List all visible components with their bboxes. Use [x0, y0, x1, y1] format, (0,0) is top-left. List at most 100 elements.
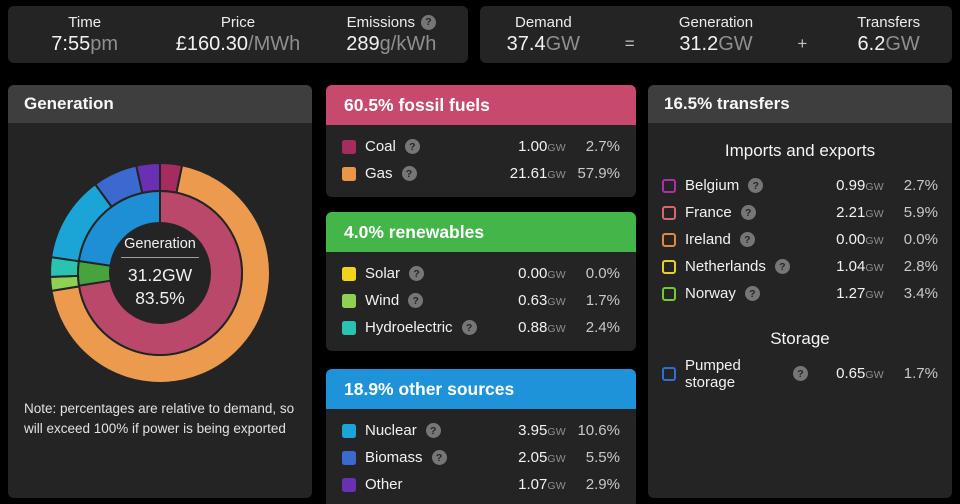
- stat-value: 6.2GW: [858, 32, 920, 56]
- value-gw: 0.88GW: [490, 319, 566, 336]
- gw-unit: GW: [547, 480, 566, 492]
- solar-swatch: [342, 266, 356, 281]
- stat-number: 7:55: [51, 33, 91, 56]
- legend-row-france: France? 2.21GW 5.9%: [662, 199, 938, 226]
- value-percent: 2.7%: [903, 177, 938, 194]
- stat-label-text: Emissions: [346, 13, 415, 31]
- value-percent: 2.9%: [585, 476, 620, 493]
- gw-unit: GW: [547, 453, 566, 465]
- generation-panel-header: Generation: [8, 85, 312, 123]
- gw-unit: GW: [547, 426, 566, 438]
- stat-number: 289: [346, 33, 380, 56]
- gw-unit: GW: [865, 208, 884, 220]
- equation-stat-demand: Demand 37.4GW: [480, 13, 607, 57]
- stat-label-text: Price: [220, 13, 256, 31]
- gw-number: 0.88: [518, 319, 548, 336]
- help-icon[interactable]: ?: [774, 259, 790, 274]
- row-label: Netherlands: [685, 258, 766, 275]
- gw-unit: GW: [547, 142, 566, 154]
- demand-equation-panel: Demand 37.4GW = Generation 31.2GW + Transfers 6…: [480, 6, 952, 63]
- generation-panel: Generation Generation 31.2GW 83.5% Note:…: [8, 85, 312, 498]
- row-label: Pumped storage: [685, 356, 741, 391]
- help-icon[interactable]: ?: [431, 450, 447, 465]
- value-percent: 2.8%: [903, 258, 938, 275]
- stat-value: 37.4GW: [507, 32, 580, 56]
- gw-number: 2.05: [518, 449, 548, 466]
- stat-number: 6.2: [857, 33, 886, 56]
- source-cards-column: 60.5% fossil fuels Coal? 1.00GW 2.7% Gas? 21.…: [326, 85, 636, 504]
- other-swatch: [342, 477, 356, 492]
- gw-number: 2.21: [836, 204, 866, 221]
- help-icon[interactable]: ?: [408, 293, 424, 308]
- card-body: Nuclear? 3.95GW 10.6% Biomass? 2.05GW 5.5% Oth…: [326, 409, 636, 504]
- value-gw: 0.00GW: [490, 265, 566, 282]
- coal-swatch: [342, 139, 356, 154]
- row-label: Solar: [365, 265, 401, 282]
- stat-label: Time: [68, 13, 101, 33]
- legend-row-other: Other 1.07GW 2.9%: [342, 471, 620, 498]
- legend-row-belgium: Belgium? 0.99GW 2.7%: [662, 172, 938, 199]
- card-title: 18.9% other sources: [344, 378, 515, 399]
- legend-row-ireland: Ireland? 0.00GW 0.0%: [662, 226, 938, 253]
- card-header: 18.9% other sources: [326, 369, 636, 409]
- help-icon[interactable]: ?: [421, 15, 436, 30]
- help-icon[interactable]: ?: [461, 320, 477, 335]
- gw-number: 3.95: [518, 422, 548, 439]
- gw-number: 0.63: [518, 292, 548, 309]
- transfers-body: Imports and exports Belgium? 0.99 GW 2.7% Fra…: [648, 123, 952, 391]
- operator-plus: +: [797, 33, 808, 53]
- equation-stat-generation: Generation 31.2GW: [653, 13, 780, 57]
- row-label: France: [685, 204, 732, 221]
- value-gw: 1.07GW: [490, 476, 566, 493]
- donut-segment-fossil-fuels: [77, 190, 243, 356]
- gw-number: 0.65: [836, 365, 866, 382]
- help-icon[interactable]: ?: [744, 286, 760, 301]
- card-body: Coal? 1.00GW 2.7% Gas? 21.61GW 57.9%: [326, 125, 636, 197]
- help-icon[interactable]: ?: [425, 423, 441, 438]
- legend-row-pumped-storage: Pumped storage? 0.65GW 1.7%: [662, 357, 938, 391]
- value-percent: 3.4%: [903, 285, 938, 302]
- section-heading-imports-and-exports: Imports and exports: [724, 141, 876, 160]
- help-icon[interactable]: ?: [404, 139, 420, 154]
- row-label: Norway: [685, 285, 736, 302]
- row-label: Gas: [365, 165, 393, 182]
- gw-unit: GW: [547, 269, 566, 281]
- legend-row-hydroelectric: Hydroelectric? 0.88GW 2.4%: [342, 314, 620, 341]
- help-icon[interactable]: ?: [793, 366, 808, 381]
- stat-number: £160.30: [175, 33, 249, 56]
- value-gw: 2.21GW: [808, 204, 884, 221]
- equation-stat-transfers: Transfers 6.2GW: [825, 13, 952, 57]
- gw-unit: GW: [547, 169, 566, 181]
- stat-value: 289g/kWh: [346, 32, 436, 56]
- pumped-storage-swatch: [662, 366, 676, 381]
- value-percent: 0.0%: [585, 265, 620, 282]
- value-gw: 0.65GW: [808, 365, 884, 382]
- demand-note: Note: percentages are relative to demand…: [24, 401, 295, 437]
- legend-row-norway: Norway? 1.27GW 3.4%: [662, 280, 938, 307]
- legend-row-wind: Wind? 0.63GW 1.7%: [342, 287, 620, 314]
- value-gw: 1.00GW: [490, 138, 566, 155]
- stat-price: Price £160.30/MWh: [161, 13, 314, 57]
- stat-time: Time 7:55pm: [8, 13, 161, 57]
- help-icon[interactable]: ?: [740, 205, 756, 220]
- gw-number: 0.99: [836, 177, 866, 194]
- gas-swatch: [342, 166, 356, 181]
- gw-unit: GW: [865, 262, 884, 274]
- card-header: 60.5% fossil fuels: [326, 85, 636, 125]
- card-fossil-fuels: 60.5% fossil fuels Coal? 1.00GW 2.7% Gas? 21.…: [326, 85, 636, 197]
- help-icon[interactable]: ?: [409, 266, 425, 281]
- help-icon[interactable]: ?: [401, 166, 417, 181]
- legend-row-gas: Gas? 21.61GW 57.9%: [342, 160, 620, 187]
- gw-unit: GW: [865, 369, 884, 381]
- biomass-swatch: [342, 450, 356, 465]
- row-label: Belgium: [685, 177, 740, 194]
- hydroelectric-swatch: [342, 320, 356, 335]
- help-icon[interactable]: ?: [739, 232, 755, 247]
- stat-label: Transfers: [857, 13, 921, 31]
- nuclear-swatch: [342, 423, 356, 438]
- row-label: Ireland: [685, 231, 731, 248]
- gw-number: 1.27: [836, 285, 866, 302]
- help-icon[interactable]: ?: [748, 178, 764, 193]
- stat-value: 7:55pm: [51, 32, 118, 56]
- legend-row-solar: Solar? 0.00GW 0.0%: [342, 260, 620, 287]
